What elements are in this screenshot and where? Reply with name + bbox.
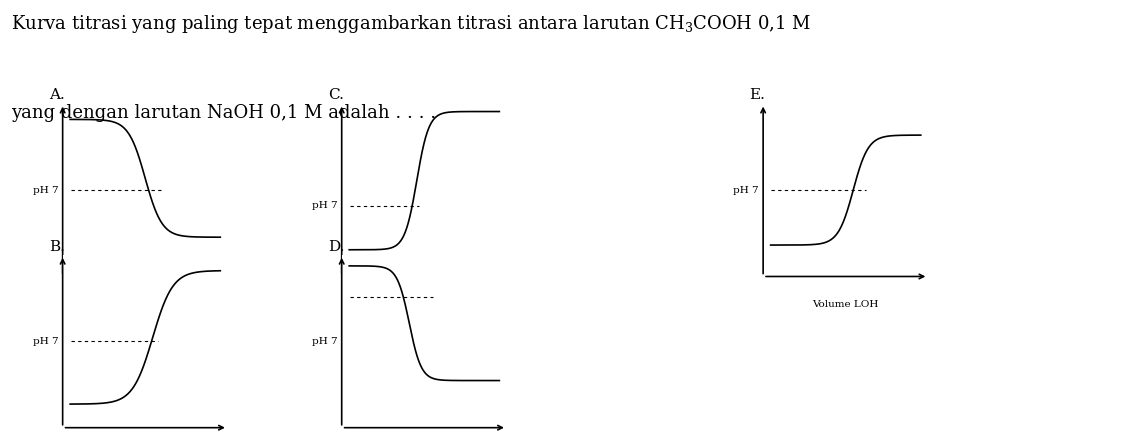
Text: pH 7: pH 7 [33, 337, 58, 346]
Text: pH 7: pH 7 [312, 337, 337, 346]
Text: Kurva titrasi yang paling tepat menggambarkan titrasi antara larutan $\mathregul: Kurva titrasi yang paling tepat menggamb… [11, 13, 812, 35]
Text: pH 7: pH 7 [734, 186, 759, 194]
Text: C.: C. [328, 89, 344, 102]
Text: E.: E. [749, 89, 765, 102]
Text: Volume LOH: Volume LOH [112, 300, 179, 309]
Text: pH 7: pH 7 [312, 201, 337, 210]
Text: A.: A. [49, 89, 65, 102]
Text: B.: B. [49, 240, 65, 254]
Text: pH 7: pH 7 [33, 186, 58, 194]
Text: D.: D. [328, 240, 344, 254]
Text: yang dengan larutan NaOH 0,1 M adalah . . . .: yang dengan larutan NaOH 0,1 M adalah . … [11, 104, 436, 122]
Text: Volume LOH: Volume LOH [391, 300, 458, 309]
Text: Volume LOH: Volume LOH [812, 300, 879, 309]
